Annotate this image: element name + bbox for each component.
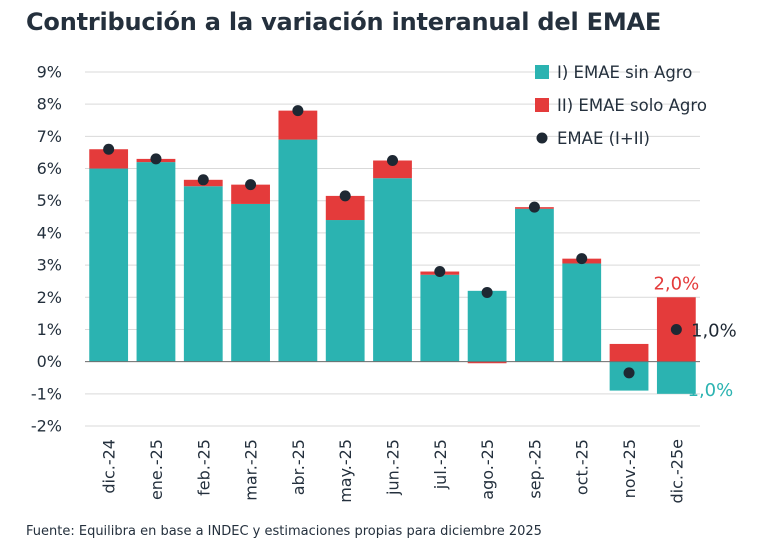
x-tick-label: ene.-25 (147, 439, 166, 500)
bar-sin-agro (656, 361, 696, 394)
emae-points (103, 105, 682, 379)
x-axis-ticks: dic.-24 ene.-25 feb.-25 mar.-25 abr.-25 may.-… (100, 439, 687, 503)
emae-point (576, 253, 588, 265)
bars (89, 110, 696, 394)
x-tick-label: ago.-25 (478, 439, 497, 500)
emae-point (245, 179, 257, 191)
bar-solo-agro (467, 361, 507, 364)
bar-sin-agro (467, 290, 507, 362)
x-tick-label: sep.-25 (525, 439, 544, 499)
y-tick-label: 3% (37, 256, 62, 275)
y-tick-label: 2% (37, 288, 62, 307)
x-tick-label: oct.-25 (573, 439, 592, 495)
emae-point (528, 201, 540, 213)
emae-point (197, 174, 209, 186)
emae-point (387, 155, 398, 166)
bar-sin-agro (89, 168, 129, 362)
bar-solo-agro (89, 149, 129, 169)
source-note: Fuente: Equilibra en base a INDEC y esti… (26, 524, 542, 539)
legend-label: I) EMAE sin Agro (557, 63, 692, 82)
bar-sin-agro (373, 178, 412, 362)
annotations: 2,0% 1,0% -1,0% (653, 273, 736, 401)
emae-point (434, 266, 446, 278)
bar-sin-agro (136, 162, 176, 362)
legend: I) EMAE sin Agro II) EMAE solo Agro EMAE (… (535, 63, 707, 148)
bar-solo-agro (231, 184, 270, 204)
bar-sin-agro (562, 263, 602, 362)
emae-point (339, 190, 351, 202)
y-tick-label: 4% (37, 223, 62, 242)
annotation-label: -1,0% (681, 380, 733, 401)
y-tick-label: 7% (37, 127, 62, 146)
y-tick-label: -2% (31, 417, 62, 436)
legend-swatch (535, 65, 549, 79)
emae-point (103, 143, 115, 155)
emae-point (292, 105, 304, 117)
y-tick-label: 8% (37, 95, 62, 114)
x-tick-label: may.-25 (336, 439, 355, 503)
bar-solo-agro (373, 160, 412, 179)
y-tick-label: 5% (37, 191, 62, 210)
emae-point (623, 367, 635, 379)
x-tick-label: jun.-25 (384, 439, 403, 496)
bar-sin-agro (278, 139, 318, 362)
y-tick-label: -1% (31, 384, 62, 403)
y-tick-label: 1% (37, 320, 62, 339)
legend-swatch (535, 98, 549, 112)
x-tick-label: dic.-24 (100, 439, 119, 494)
legend-label: EMAE (I+II) (557, 129, 650, 148)
bar-sin-agro (325, 220, 365, 362)
bar-sin-agro (515, 208, 554, 362)
x-tick-label: nov.-25 (620, 439, 639, 498)
bar-solo-agro (609, 343, 649, 362)
emae-point (150, 153, 162, 165)
x-tick-label: jul.-25 (431, 439, 450, 490)
chart-title: Contribución a la variación interanual d… (26, 8, 662, 36)
x-tick-label: feb.-25 (194, 439, 213, 496)
y-tick-label: 6% (37, 159, 62, 178)
annotation-label: 1,0% (691, 320, 737, 341)
y-axis-ticks: 9% 8% 7% 6% 5% 4% 3% 2% 1% 0% -1% -2% (31, 63, 62, 436)
y-tick-label: 0% (37, 352, 62, 371)
emae-point (670, 323, 682, 335)
bar-sin-agro (420, 274, 460, 362)
x-tick-label: dic.-25e (667, 439, 686, 503)
legend-swatch (536, 132, 548, 144)
bar-sin-agro (183, 186, 223, 362)
legend-label: II) EMAE solo Agro (557, 96, 707, 115)
bar-sin-agro (231, 203, 270, 362)
x-tick-label: mar.-25 (242, 439, 261, 501)
y-tick-label: 9% (37, 63, 62, 82)
x-tick-label: abr.-25 (289, 439, 308, 495)
emae-point (481, 286, 493, 298)
annotation-label: 2,0% (653, 273, 699, 294)
